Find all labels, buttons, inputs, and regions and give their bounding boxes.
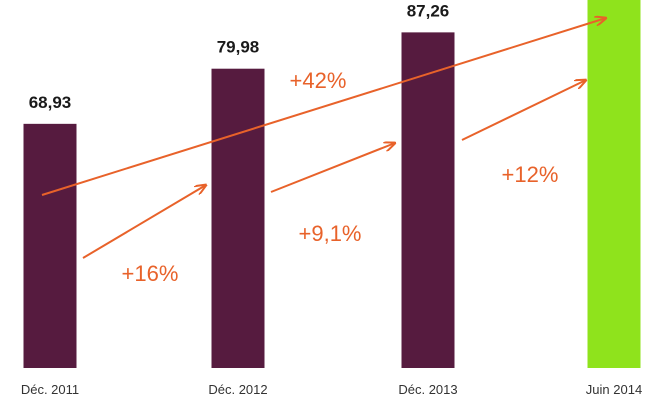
value-label-1: 68,93 bbox=[29, 93, 72, 112]
category-label-3: Déc. 2013 bbox=[398, 382, 457, 397]
bar-3 bbox=[401, 32, 455, 369]
bar-1 bbox=[23, 123, 77, 369]
growth-arrow-1 bbox=[82, 185, 206, 259]
growth-arrow-4 bbox=[41, 18, 606, 196]
bar-2 bbox=[211, 68, 265, 368]
growth-label-3: +12% bbox=[502, 162, 559, 187]
value-label-3: 87,26 bbox=[407, 1, 450, 20]
value-label-2: 79,98 bbox=[217, 38, 260, 57]
category-label-4: Juin 2014 bbox=[586, 382, 642, 397]
category-label-1: Déc. 2011 bbox=[21, 382, 79, 397]
category-label-2: Déc. 2012 bbox=[208, 382, 267, 397]
growth-arrow-3 bbox=[461, 80, 586, 141]
bar-4 bbox=[587, 0, 641, 368]
growth-label-4: +42% bbox=[290, 68, 347, 93]
growth-arrow-2 bbox=[270, 143, 395, 193]
growth-label-1: +16% bbox=[122, 261, 179, 286]
growth-label-2: +9,1% bbox=[299, 221, 362, 246]
